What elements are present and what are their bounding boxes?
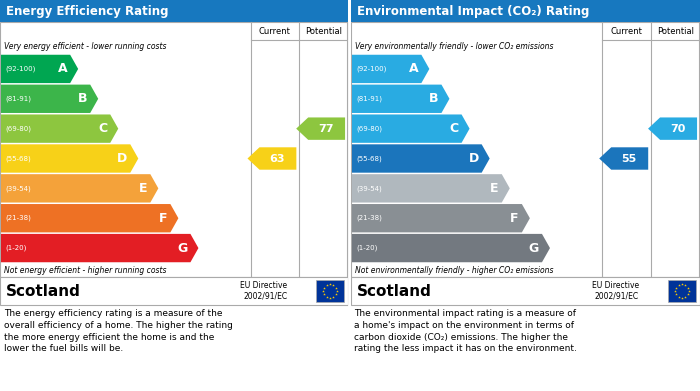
Polygon shape xyxy=(1,144,139,173)
Text: 55: 55 xyxy=(621,154,636,163)
Polygon shape xyxy=(352,234,550,262)
Text: (39-54): (39-54) xyxy=(5,185,31,192)
Polygon shape xyxy=(1,115,118,143)
Text: Current: Current xyxy=(611,27,643,36)
Text: C: C xyxy=(98,122,107,135)
Text: Not environmentally friendly - higher CO₂ emissions: Not environmentally friendly - higher CO… xyxy=(355,266,554,275)
Text: C: C xyxy=(449,122,459,135)
Text: D: D xyxy=(468,152,479,165)
Text: (1-20): (1-20) xyxy=(356,245,377,251)
Text: 77: 77 xyxy=(318,124,333,134)
Text: (55-68): (55-68) xyxy=(356,155,382,162)
Text: B: B xyxy=(78,92,88,105)
Text: Not energy efficient - higher running costs: Not energy efficient - higher running co… xyxy=(4,266,167,275)
Text: (55-68): (55-68) xyxy=(5,155,31,162)
Polygon shape xyxy=(599,147,648,170)
Bar xyxy=(668,280,696,302)
Text: F: F xyxy=(159,212,167,225)
Text: Energy Efficiency Rating: Energy Efficiency Rating xyxy=(6,5,169,18)
Text: (81-91): (81-91) xyxy=(5,95,31,102)
Text: (92-100): (92-100) xyxy=(356,66,386,72)
Text: 70: 70 xyxy=(670,124,685,134)
Text: B: B xyxy=(429,92,438,105)
Polygon shape xyxy=(352,144,490,173)
Bar xyxy=(0,22,348,277)
Polygon shape xyxy=(1,204,178,232)
Text: E: E xyxy=(490,182,499,195)
Text: Scotland: Scotland xyxy=(357,283,432,298)
Bar xyxy=(351,22,700,277)
Text: (69-80): (69-80) xyxy=(356,126,382,132)
Text: Very environmentally friendly - lower CO₂ emissions: Very environmentally friendly - lower CO… xyxy=(355,42,554,51)
Polygon shape xyxy=(352,204,530,232)
Text: Very energy efficient - lower running costs: Very energy efficient - lower running co… xyxy=(4,42,167,51)
Text: F: F xyxy=(510,212,519,225)
Text: (1-20): (1-20) xyxy=(5,245,27,251)
Polygon shape xyxy=(352,174,510,203)
Polygon shape xyxy=(352,115,470,143)
Bar xyxy=(351,0,700,22)
Polygon shape xyxy=(248,147,296,170)
Text: E: E xyxy=(139,182,147,195)
Bar xyxy=(316,280,344,302)
Text: EU Directive
2002/91/EC: EU Directive 2002/91/EC xyxy=(592,281,639,301)
Text: (92-100): (92-100) xyxy=(5,66,36,72)
Text: A: A xyxy=(409,63,419,75)
Bar xyxy=(0,0,348,22)
Text: EU Directive
2002/91/EC: EU Directive 2002/91/EC xyxy=(240,281,287,301)
Polygon shape xyxy=(648,117,697,140)
Polygon shape xyxy=(352,84,449,113)
Text: Potential: Potential xyxy=(657,27,694,36)
Polygon shape xyxy=(1,55,78,83)
Text: Potential: Potential xyxy=(305,27,342,36)
Text: Scotland: Scotland xyxy=(6,283,81,298)
Text: G: G xyxy=(177,242,188,255)
Bar xyxy=(0,277,348,305)
Text: (69-80): (69-80) xyxy=(5,126,31,132)
Polygon shape xyxy=(296,117,345,140)
Text: (21-38): (21-38) xyxy=(5,215,31,221)
Bar xyxy=(351,277,700,305)
Polygon shape xyxy=(1,84,98,113)
Text: Environmental Impact (CO₂) Rating: Environmental Impact (CO₂) Rating xyxy=(357,5,589,18)
Text: (39-54): (39-54) xyxy=(356,185,382,192)
Text: Current: Current xyxy=(259,27,291,36)
Text: The environmental impact rating is a measure of
a home's impact on the environme: The environmental impact rating is a mea… xyxy=(354,309,577,353)
Text: 63: 63 xyxy=(270,154,285,163)
Text: D: D xyxy=(117,152,127,165)
Polygon shape xyxy=(352,55,429,83)
Text: (21-38): (21-38) xyxy=(356,215,382,221)
Text: G: G xyxy=(528,242,539,255)
Text: (81-91): (81-91) xyxy=(356,95,382,102)
Text: The energy efficiency rating is a measure of the
overall efficiency of a home. T: The energy efficiency rating is a measur… xyxy=(4,309,233,353)
Polygon shape xyxy=(1,234,198,262)
Polygon shape xyxy=(1,174,158,203)
Text: A: A xyxy=(57,63,67,75)
